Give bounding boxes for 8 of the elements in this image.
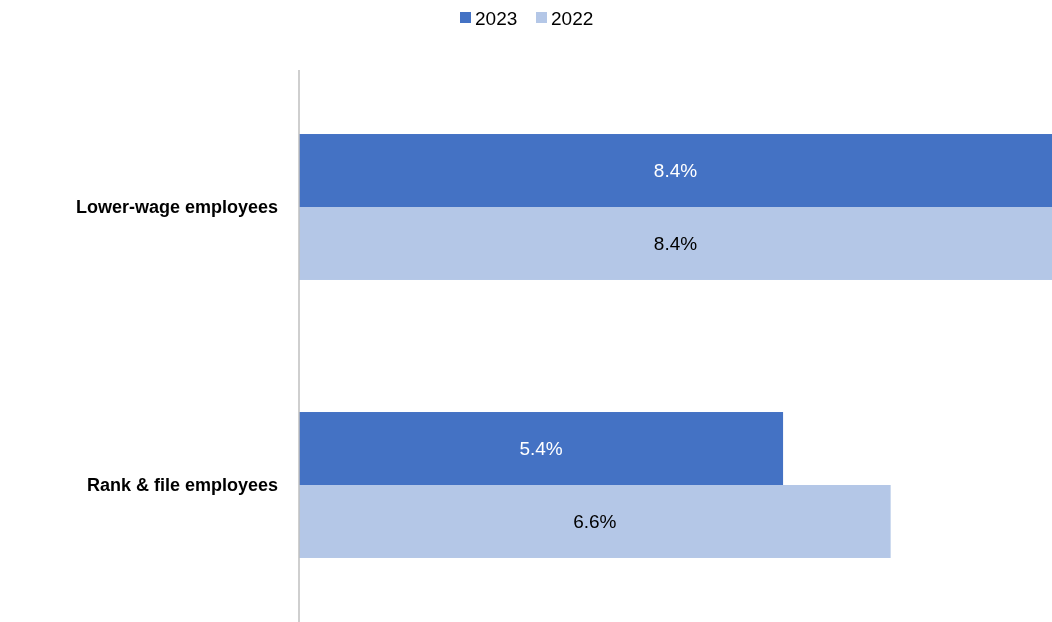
y-tick-label: Rank & file employees bbox=[86, 475, 278, 496]
data-label: 8.4% bbox=[653, 160, 698, 182]
legend-label: 2022 bbox=[551, 7, 594, 29]
data-label: 8.4% bbox=[653, 233, 698, 255]
data-label: 6.6% bbox=[573, 511, 617, 533]
data-label: 5.4% bbox=[519, 438, 563, 460]
legend-label: 2023 bbox=[475, 7, 518, 29]
y-tick-label: Lower-wage employees bbox=[75, 197, 278, 218]
